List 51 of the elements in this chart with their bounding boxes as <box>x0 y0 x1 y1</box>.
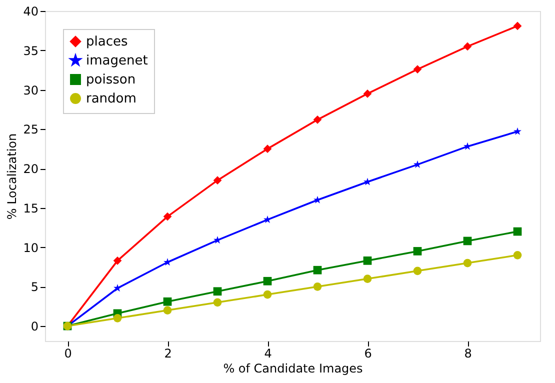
y-tick-label: 20 <box>23 162 38 176</box>
legend-label: random <box>86 92 136 106</box>
point <box>113 314 122 322</box>
point <box>313 282 322 291</box>
point <box>114 284 122 292</box>
point <box>514 127 522 135</box>
point <box>163 297 172 306</box>
point <box>513 22 522 30</box>
x-tick-label: 0 <box>64 346 72 360</box>
point <box>463 42 472 51</box>
point <box>463 236 472 246</box>
point <box>363 90 372 98</box>
point <box>263 290 272 299</box>
point <box>413 65 422 74</box>
legend-label: places <box>86 34 128 50</box>
y-tick-label: 30 <box>23 83 38 98</box>
point <box>263 276 272 286</box>
x-tick-label: 8 <box>464 346 472 360</box>
point <box>413 247 422 256</box>
y-tick-label: 35 <box>23 44 38 58</box>
x-axis-title: % of Candidate Images <box>223 362 363 376</box>
y-tick-label: 5 <box>30 280 38 294</box>
y-tick-label: 40 <box>23 4 38 18</box>
point <box>163 212 172 221</box>
point <box>164 258 172 266</box>
point <box>414 160 422 168</box>
legend-label: imagenet <box>86 54 148 68</box>
y-tick-label: 25 <box>23 122 38 137</box>
point <box>213 176 222 185</box>
point <box>513 227 522 236</box>
point <box>263 144 272 154</box>
point <box>313 116 322 124</box>
point <box>463 258 472 268</box>
point <box>213 287 222 296</box>
x-tick-label: 4 <box>264 346 272 360</box>
point <box>363 274 372 283</box>
y-axis-title: % Localization <box>5 133 20 220</box>
point <box>363 256 372 265</box>
y-tick-label: 15 <box>23 201 38 216</box>
y-tick-label: 0 <box>30 320 38 334</box>
legend-label: poisson <box>86 72 136 88</box>
x-tick-label: 6 <box>364 346 372 360</box>
point <box>214 236 222 244</box>
point <box>313 266 322 274</box>
point <box>513 250 522 260</box>
point <box>213 298 222 307</box>
point <box>163 306 172 314</box>
x-tick-label: 2 <box>164 346 172 360</box>
y-tick-label: 10 <box>23 240 38 255</box>
point <box>113 256 122 265</box>
point <box>413 266 422 276</box>
